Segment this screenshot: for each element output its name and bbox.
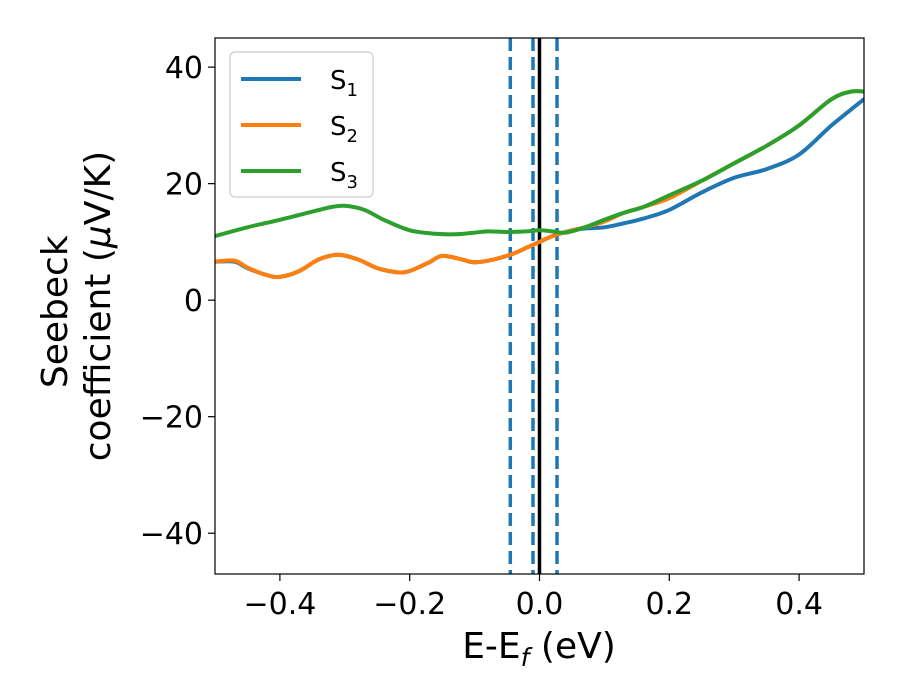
- x-tick-label: −0.2: [373, 587, 446, 622]
- x-axis-label: E-Ef (eV): [462, 626, 616, 672]
- reference-lines: [508, 38, 559, 574]
- legend-box: [229, 51, 374, 198]
- y-tick-label: 40: [165, 51, 203, 86]
- y-tick-label: −40: [140, 517, 203, 552]
- legend-label-s1: S1: [330, 66, 358, 101]
- x-tick-label: 0.2: [645, 587, 693, 622]
- legend: S1 S2 S3: [229, 51, 374, 198]
- y-axis-ticks: −40 −20 0 20 40: [140, 51, 215, 552]
- y-tick-label: −20: [140, 401, 203, 436]
- mu-symbol: μ: [78, 225, 119, 249]
- series-lines: [215, 89, 864, 280]
- x-tick-label: 0.0: [516, 587, 564, 622]
- series-line-s3: [215, 89, 864, 239]
- legend-label-s3: S3: [330, 158, 358, 193]
- x-tick-label: 0.4: [775, 587, 823, 622]
- x-tick-label: −0.4: [243, 587, 316, 622]
- x-axis-ticks: −0.4 −0.2 0.0 0.2 0.4: [243, 574, 823, 622]
- legend-label-s2: S2: [330, 112, 358, 147]
- y-axis-label: Seebeck coefficient (μV/K): [35, 151, 119, 461]
- y-tick-label: 0: [184, 284, 203, 319]
- y-tick-label: 20: [165, 168, 203, 203]
